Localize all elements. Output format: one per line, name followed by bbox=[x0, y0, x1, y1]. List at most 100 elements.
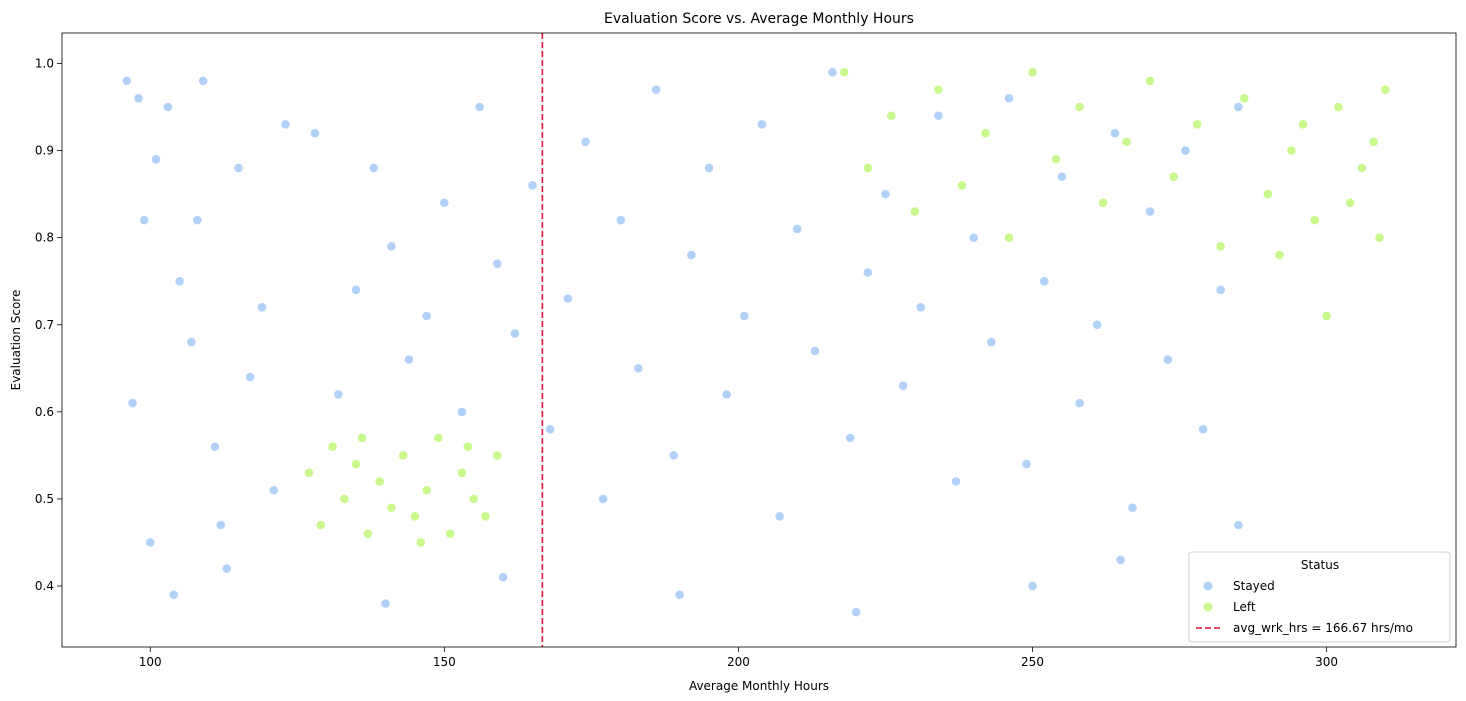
point-left-6 bbox=[374, 476, 385, 487]
point-stayed-62 bbox=[1057, 171, 1067, 182]
y-tick-label-0.4: 0.4 bbox=[35, 579, 54, 593]
point-stayed-15 bbox=[280, 119, 291, 130]
point-stayed-57 bbox=[968, 232, 979, 243]
point-left-31 bbox=[1098, 198, 1108, 208]
point-stayed-6 bbox=[174, 276, 185, 286]
point-left-48 bbox=[1368, 137, 1379, 147]
point-stayed-11 bbox=[233, 163, 244, 173]
point-stayed-20 bbox=[310, 128, 320, 138]
point-stayed-48 bbox=[810, 346, 820, 356]
x-axis-ticks: 100 150 200 250 300 bbox=[139, 647, 1338, 669]
point-stayed-44 bbox=[739, 311, 750, 321]
point-stayed-18 bbox=[192, 215, 203, 225]
point-stayed-19 bbox=[216, 520, 226, 530]
point-stayed-75 bbox=[674, 589, 685, 600]
point-left-10 bbox=[421, 485, 432, 495]
point-stayed-30 bbox=[492, 259, 503, 269]
legend-reference-line-label: avg_wrk_hrs = 166.67 hrs/mo bbox=[1233, 621, 1413, 635]
point-left-5 bbox=[363, 529, 373, 539]
y-tick-label-0.8: 0.8 bbox=[35, 231, 54, 245]
point-left-12 bbox=[445, 529, 455, 539]
point-stayed-8 bbox=[198, 76, 208, 86]
point-left-21 bbox=[863, 163, 873, 173]
point-stayed-37 bbox=[616, 215, 626, 225]
point-left-42 bbox=[1357, 163, 1367, 173]
point-stayed-1 bbox=[127, 398, 138, 408]
point-left-13 bbox=[457, 468, 467, 478]
point-stayed-54 bbox=[916, 302, 926, 313]
point-stayed-73 bbox=[380, 598, 391, 609]
y-axis-label: Evaluation Score bbox=[9, 290, 23, 391]
point-stayed-69 bbox=[1180, 145, 1191, 156]
point-left-40 bbox=[1310, 215, 1320, 225]
point-stayed-63 bbox=[1074, 398, 1085, 408]
point-stayed-9 bbox=[210, 441, 220, 452]
point-left-37 bbox=[1239, 93, 1250, 104]
y-tick-label-1: 1.0 bbox=[35, 56, 54, 70]
point-stayed-0 bbox=[121, 76, 132, 86]
point-stayed-23 bbox=[368, 163, 379, 173]
y-axis-ticks: 0.4 0.5 0.6 0.7 0.8 0.9 1.0 bbox=[35, 56, 62, 593]
point-stayed-21 bbox=[333, 389, 344, 400]
point-left-9 bbox=[410, 511, 420, 522]
point-stayed-71 bbox=[1215, 285, 1226, 295]
point-stayed-50 bbox=[845, 433, 855, 443]
point-stayed-40 bbox=[668, 450, 679, 461]
y-tick-label-0.7: 0.7 bbox=[35, 318, 54, 332]
point-stayed-29 bbox=[474, 102, 485, 112]
point-stayed-41 bbox=[686, 250, 697, 260]
point-stayed-59 bbox=[1004, 93, 1014, 104]
point-left-2 bbox=[327, 441, 338, 452]
point-left-11 bbox=[433, 433, 444, 443]
point-stayed-16 bbox=[145, 537, 155, 548]
point-left-46 bbox=[1298, 119, 1308, 130]
point-stayed-12 bbox=[245, 372, 255, 382]
point-stayed-27 bbox=[439, 198, 450, 208]
point-stayed-55 bbox=[933, 110, 944, 121]
chart-title: Evaluation Score vs. Average Monthly Hou… bbox=[604, 11, 914, 27]
point-stayed-34 bbox=[563, 293, 573, 304]
point-stayed-42 bbox=[704, 163, 714, 173]
x-tick-label-300: 300 bbox=[1315, 655, 1338, 669]
legend: Status Stayed Left avg_wrk_hrs = 166.67 … bbox=[1188, 551, 1451, 643]
point-left-39 bbox=[1286, 145, 1297, 156]
point-stayed-33 bbox=[545, 424, 555, 435]
point-stayed-31 bbox=[510, 328, 520, 339]
point-stayed-47 bbox=[792, 224, 802, 234]
point-stayed-26 bbox=[421, 311, 432, 321]
point-stayed-78 bbox=[1115, 555, 1126, 565]
y-tick-label-0.9: 0.9 bbox=[35, 144, 54, 158]
point-stayed-74 bbox=[498, 572, 508, 583]
point-stayed-52 bbox=[880, 189, 891, 199]
point-stayed-60 bbox=[1021, 459, 1032, 469]
point-left-38 bbox=[1263, 189, 1273, 199]
point-left-20 bbox=[839, 67, 850, 77]
point-left-28 bbox=[1027, 67, 1038, 77]
point-stayed-70 bbox=[1198, 424, 1208, 435]
legend-left-label: Left bbox=[1233, 600, 1256, 614]
point-left-3 bbox=[339, 494, 350, 504]
point-left-18 bbox=[416, 537, 426, 548]
point-left-19 bbox=[463, 441, 473, 452]
point-stayed-36 bbox=[598, 494, 608, 504]
point-left-4 bbox=[351, 459, 361, 469]
point-left-15 bbox=[480, 511, 491, 522]
point-stayed-10 bbox=[221, 563, 232, 574]
data-points bbox=[121, 67, 1391, 617]
point-left-41 bbox=[1333, 102, 1344, 112]
point-left-34 bbox=[1168, 171, 1179, 182]
x-tick-label-150: 150 bbox=[433, 655, 456, 669]
point-stayed-77 bbox=[1027, 581, 1038, 591]
x-tick-label-250: 250 bbox=[1021, 655, 1044, 669]
legend-left-marker bbox=[1203, 602, 1213, 612]
legend-box bbox=[1188, 551, 1451, 643]
x-axis-label: Average Monthly Hours bbox=[689, 679, 829, 693]
point-left-33 bbox=[1145, 76, 1155, 86]
point-stayed-64 bbox=[1092, 320, 1102, 330]
point-left-36 bbox=[1215, 241, 1226, 252]
point-stayed-32 bbox=[527, 180, 538, 191]
point-stayed-38 bbox=[633, 363, 644, 374]
point-stayed-51 bbox=[863, 267, 873, 278]
point-stayed-68 bbox=[1163, 354, 1173, 365]
